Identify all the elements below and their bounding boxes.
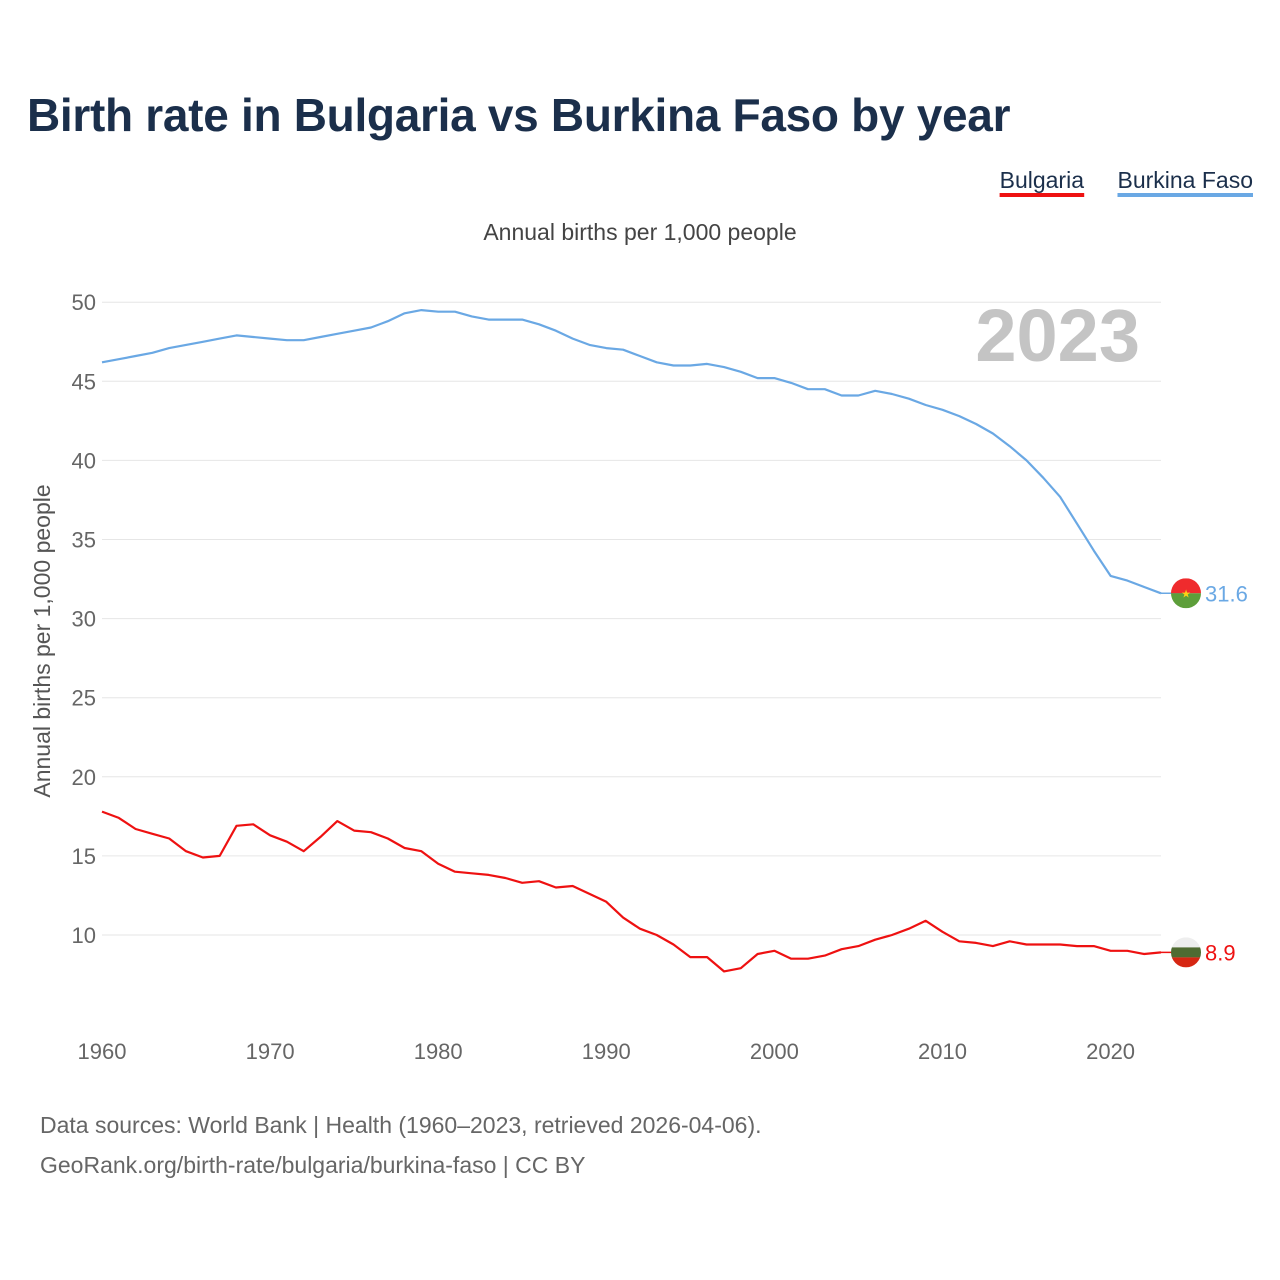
y-tick-label: 25 bbox=[72, 686, 96, 711]
x-tick-label: 1970 bbox=[246, 1039, 295, 1064]
current-year-label: 2023 bbox=[975, 294, 1140, 377]
chart-title: Birth rate in Bulgaria vs Burkina Faso b… bbox=[27, 89, 1011, 141]
svg-text:★: ★ bbox=[1181, 588, 1191, 600]
y-tick-label: 10 bbox=[72, 923, 96, 948]
legend: Bulgaria Burkina Faso bbox=[999, 167, 1253, 197]
y-tick-label: 35 bbox=[72, 528, 96, 553]
legend-item-bulgaria[interactable]: Bulgaria bbox=[999, 167, 1085, 197]
y-axis-label: Annual births per 1,000 people bbox=[29, 484, 55, 797]
footer: Data sources: World Bank | Health (1960–… bbox=[40, 1105, 762, 1185]
burkina-faso-flag-icon: ★ bbox=[1171, 578, 1201, 609]
end-label-burkina-faso: 31.6 bbox=[1205, 581, 1248, 606]
legend-item-burkina-faso[interactable]: Burkina Faso bbox=[1117, 167, 1253, 197]
x-tick-label: 2000 bbox=[750, 1039, 799, 1064]
legend-swatch-bulgaria bbox=[999, 193, 1085, 197]
x-tick-label: 2020 bbox=[1086, 1039, 1135, 1064]
x-tick-label: 1990 bbox=[582, 1039, 631, 1064]
x-tick-labels: 1960 1970 1980 1990 2000 2010 2020 bbox=[78, 1039, 1136, 1064]
chart-subtitle: Annual births per 1,000 people bbox=[483, 219, 796, 245]
bulgaria-flag-icon bbox=[1171, 937, 1201, 968]
series-line-bulgaria bbox=[101, 810, 1162, 973]
x-tick-label: 2010 bbox=[918, 1039, 967, 1064]
legend-label-burkina-faso: Burkina Faso bbox=[1117, 167, 1253, 193]
y-tick-labels: 10 15 20 25 30 35 40 45 50 bbox=[72, 290, 96, 948]
legend-label-bulgaria: Bulgaria bbox=[1000, 167, 1085, 193]
y-tick-label: 40 bbox=[72, 448, 96, 473]
data-source-note: Data sources: World Bank | Health (1960–… bbox=[40, 1112, 762, 1138]
x-tick-label: 1980 bbox=[414, 1039, 463, 1064]
y-tick-label: 15 bbox=[72, 844, 96, 869]
y-tick-label: 20 bbox=[72, 765, 96, 790]
y-tick-label: 30 bbox=[72, 607, 96, 632]
series-line-burkina-faso bbox=[101, 309, 1162, 595]
y-tick-label: 45 bbox=[72, 369, 96, 394]
end-label-bulgaria: 8.9 bbox=[1205, 940, 1236, 965]
series-lines bbox=[101, 309, 1186, 973]
y-tick-label: 50 bbox=[72, 290, 96, 315]
legend-swatch-burkina-faso bbox=[1117, 193, 1253, 197]
grid-lines bbox=[102, 301, 1161, 936]
x-tick-label: 1960 bbox=[78, 1039, 127, 1064]
source-link[interactable]: GeoRank.org/birth-rate/bulgaria/burkina-… bbox=[40, 1152, 586, 1178]
